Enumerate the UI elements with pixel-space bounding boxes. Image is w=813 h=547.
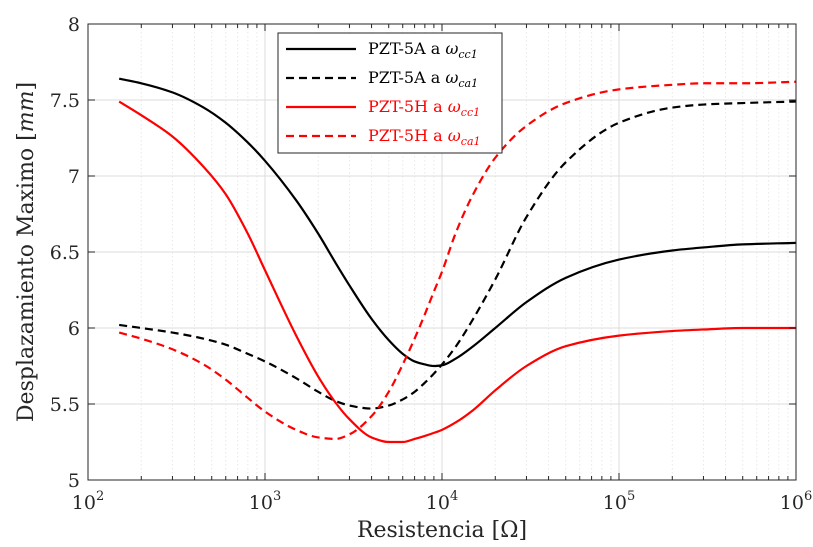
y-tick-label: 5.5 [50, 394, 80, 416]
x-tick-label: 105 [603, 489, 635, 514]
legend-label-subscript: ca1 [458, 77, 478, 90]
x-tick-label: 103 [249, 489, 281, 514]
x-tick-labels: 102 103 104 105 106 [72, 489, 812, 514]
y-tick-label: 6 [68, 318, 80, 340]
axis-ticks [87, 23, 797, 481]
x-tick-label: 104 [426, 489, 458, 514]
x-tick-label-exponent: 6 [804, 489, 812, 504]
x-tick-label-base: 10 [426, 492, 450, 514]
y-axis-label-text: Desplazamiento Maximo [14, 141, 39, 422]
legend-label-text: PZT-5H a [368, 97, 448, 116]
series-line-2 [119, 100, 797, 410]
y-tick-label: 6.5 [50, 242, 80, 264]
legend-label-omega: ω [448, 97, 461, 116]
x-tick-label-exponent: 2 [96, 489, 104, 504]
legend-label-text: PZT-5A a [368, 68, 445, 87]
y-tick-label: 7 [68, 166, 80, 188]
legend-label-subscript: cc1 [461, 106, 480, 119]
x-tick-label: 102 [72, 489, 104, 514]
x-tick-label-exponent: 5 [627, 489, 635, 504]
legend-label-omega: ω [445, 68, 458, 87]
legend-label-text: PZT-5H a [368, 126, 448, 145]
series-line-1 [118, 77, 797, 368]
x-axis-label: Resistencia [Ω] [357, 518, 527, 543]
legend-label-4: PZT-5H a ωca1 [368, 126, 481, 148]
legend-label-text: PZT-5A a [368, 39, 445, 58]
y-axis-label-bracket-close: ] [14, 82, 39, 91]
legend-label-omega: ω [448, 126, 461, 145]
x-tick-label-base: 10 [249, 492, 273, 514]
x-tick-label-exponent: 4 [450, 489, 458, 504]
x-tick-label: 106 [780, 489, 812, 514]
legend-label-3: PZT-5H a ωcc1 [368, 97, 480, 119]
legend-label-2: PZT-5A a ωca1 [368, 68, 478, 90]
y-tick-label: 7.5 [50, 90, 80, 112]
x-tick-label-base: 10 [603, 492, 627, 514]
y-axis-label-bracket-open: [ [14, 132, 39, 141]
y-axis-label: Desplazamiento Maximo [mm] [14, 82, 39, 422]
legend-label-omega: ω [445, 39, 458, 58]
series-line-3 [118, 100, 796, 444]
y-tick-labels: 5 5.5 6 6.5 7 7.5 8 [50, 14, 80, 492]
legend-label-subscript: ca1 [461, 135, 481, 148]
legend-box [277, 32, 503, 154]
series-layer [118, 77, 797, 444]
y-tick-label: 5 [68, 470, 80, 492]
y-tick-label: 8 [68, 14, 80, 36]
legend-label-subscript: cc1 [458, 48, 477, 61]
series-line-4 [118, 80, 797, 441]
x-tick-label-exponent: 3 [273, 489, 281, 504]
legend-label-1: PZT-5A a ωcc1 [368, 39, 478, 61]
y-axis-label-unit: mm [14, 91, 39, 133]
x-tick-label-base: 10 [780, 492, 804, 514]
x-tick-label-base: 10 [72, 492, 96, 514]
